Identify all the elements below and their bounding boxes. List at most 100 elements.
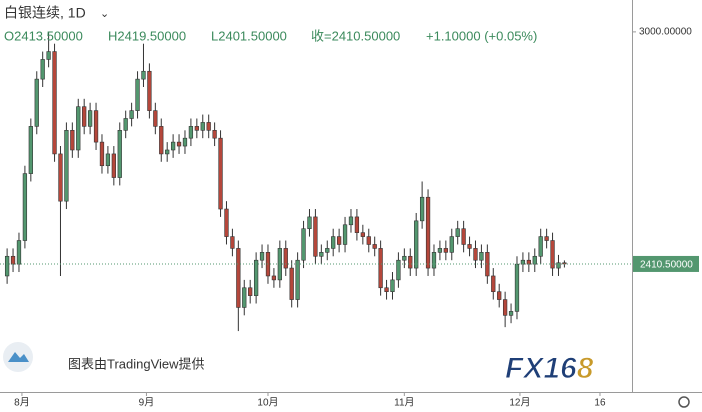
candle-body bbox=[123, 118, 128, 131]
x-tick-label: 11月 bbox=[394, 397, 414, 409]
candle-body bbox=[52, 51, 57, 155]
candle-body bbox=[331, 236, 336, 249]
candle-body bbox=[508, 311, 514, 316]
ohlc-close: 收=2410.50000 bbox=[311, 28, 400, 43]
candle-body bbox=[443, 248, 448, 253]
candle-body bbox=[10, 255, 16, 265]
candle-body bbox=[538, 236, 543, 257]
candle-body bbox=[354, 216, 360, 233]
watermark: 图表由TradingView提供 bbox=[68, 356, 205, 371]
candle-body bbox=[319, 252, 324, 257]
symbol: 白银连续, 1D bbox=[4, 5, 86, 21]
candle-body bbox=[390, 279, 395, 293]
candle-body bbox=[46, 51, 51, 60]
candle-body bbox=[82, 106, 87, 127]
candle-body bbox=[182, 137, 188, 147]
last-price-box bbox=[633, 255, 699, 272]
candle-body bbox=[28, 126, 33, 174]
candle-body bbox=[313, 216, 318, 257]
dropdown-icon[interactable]: ⌄ bbox=[100, 8, 109, 20]
logo-main: FX16 bbox=[505, 352, 577, 385]
candle-body bbox=[431, 252, 437, 269]
candle-body bbox=[544, 236, 549, 241]
candle-body bbox=[295, 259, 300, 300]
candle-body bbox=[34, 78, 39, 127]
candle-body bbox=[479, 252, 484, 261]
candle-body bbox=[93, 110, 99, 143]
ohlc-change: +1.10000 (+0.05%) bbox=[426, 28, 537, 43]
candle-body bbox=[342, 224, 348, 245]
candle-body bbox=[188, 126, 194, 139]
candle-body bbox=[283, 248, 288, 269]
candle-body bbox=[372, 244, 377, 249]
candle-body bbox=[307, 216, 312, 230]
candle-body bbox=[437, 248, 443, 253]
ohlc-low: L2401.50000 bbox=[211, 28, 287, 43]
candle-body bbox=[259, 252, 265, 261]
candle-body bbox=[206, 122, 211, 131]
candle-body bbox=[502, 299, 508, 316]
tv-logo-mark bbox=[8, 352, 29, 362]
candle-body bbox=[224, 208, 229, 237]
candle-body bbox=[497, 291, 502, 300]
candle-body bbox=[230, 236, 235, 249]
x-tick-label: 10月 bbox=[257, 397, 278, 409]
candle-body bbox=[64, 130, 69, 202]
ohlc-open: O2413.50000 bbox=[4, 28, 83, 43]
candle-body bbox=[176, 141, 182, 147]
candle-body bbox=[87, 110, 93, 127]
candle-body bbox=[449, 236, 454, 253]
candle-body bbox=[556, 262, 561, 269]
candle-body bbox=[16, 240, 22, 265]
x-tick-label: 12月 bbox=[509, 397, 530, 409]
candle-body bbox=[117, 130, 122, 178]
candle-body bbox=[396, 259, 401, 281]
candle-body bbox=[194, 126, 199, 131]
candle-body bbox=[402, 255, 407, 261]
candle-body bbox=[147, 70, 152, 111]
candle-body bbox=[514, 263, 520, 312]
candle-body bbox=[408, 255, 413, 269]
candle-body bbox=[40, 59, 45, 80]
candle-body bbox=[550, 240, 555, 269]
candle-body bbox=[455, 228, 460, 237]
candle-body bbox=[70, 130, 75, 151]
candle-body bbox=[301, 228, 306, 261]
candle-body bbox=[271, 275, 277, 281]
ohlc-high: H2419.50000 bbox=[108, 28, 186, 43]
candle-body bbox=[366, 236, 371, 245]
candle-body bbox=[467, 244, 472, 249]
x-tick-label: 9月 bbox=[139, 397, 155, 409]
candle-body bbox=[212, 130, 217, 139]
candle-body bbox=[165, 149, 170, 155]
candle-body bbox=[58, 153, 63, 202]
last-price-label: 2410.50000 bbox=[640, 260, 693, 271]
logo: FX168 bbox=[505, 352, 594, 385]
candle-body bbox=[4, 255, 10, 277]
candle-body bbox=[336, 236, 342, 245]
logo-accent: 8 bbox=[577, 352, 594, 385]
candle-body bbox=[384, 287, 389, 293]
candle-body bbox=[153, 110, 158, 127]
candle-body bbox=[419, 196, 425, 222]
candle-body bbox=[129, 110, 134, 119]
x-tick-label: 8月 bbox=[14, 397, 30, 409]
candle-body bbox=[218, 137, 223, 210]
candle-body bbox=[76, 106, 81, 151]
candle-body bbox=[414, 220, 419, 269]
candle-body bbox=[348, 216, 354, 226]
candle-body bbox=[360, 232, 365, 237]
candle-body bbox=[289, 267, 294, 300]
candle-body bbox=[532, 255, 537, 265]
candle-body bbox=[253, 259, 259, 296]
candle-body bbox=[141, 70, 146, 80]
candle-body bbox=[248, 287, 253, 296]
candle-body bbox=[236, 248, 241, 308]
candle-body bbox=[159, 126, 164, 155]
settings-icon[interactable] bbox=[678, 396, 690, 408]
x-tick-label: 16 bbox=[594, 398, 606, 409]
candle-body bbox=[22, 173, 28, 241]
candle-body bbox=[461, 228, 466, 245]
candle-body bbox=[99, 141, 105, 167]
